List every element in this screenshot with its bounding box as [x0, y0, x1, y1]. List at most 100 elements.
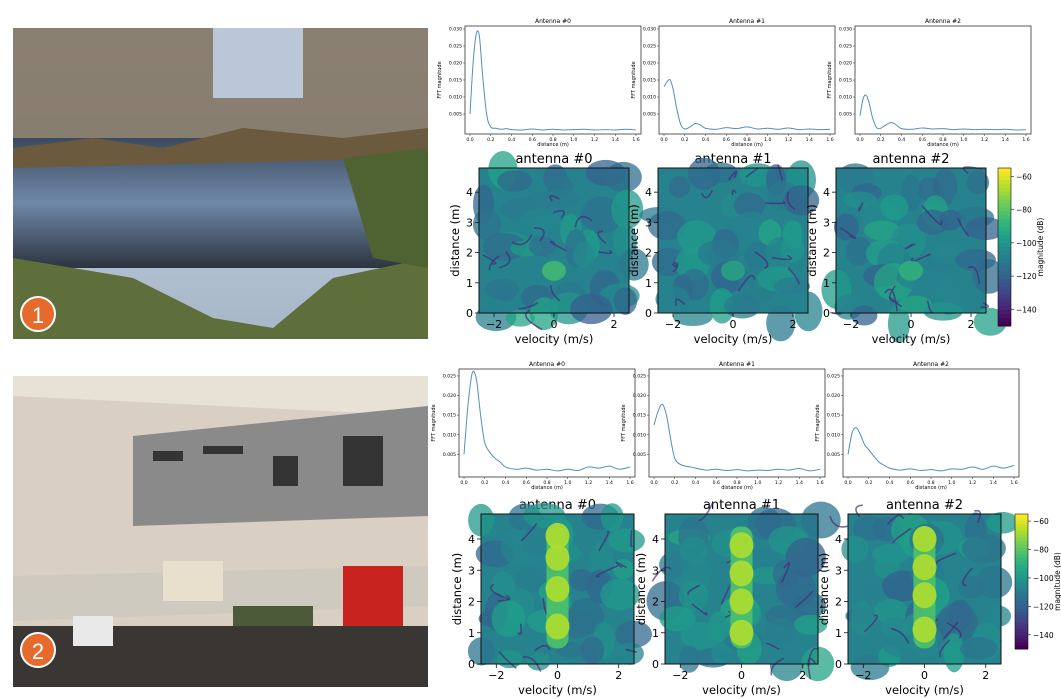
colorbar-segment — [1015, 547, 1028, 552]
heatmap-panel-0-target-peak-2 — [545, 544, 570, 571]
fft-panel-1-ytick-label-0: 0.005 — [643, 112, 656, 118]
heatmap-panel-2-ytick-label-0: 0 — [823, 307, 830, 320]
colorbar-segment — [998, 199, 1011, 205]
heatmap-panel-2-xlabel: velocity (m/s) — [885, 683, 964, 697]
fft-panel-0-xtick-label-2: 0.4 — [502, 480, 509, 486]
heatmap-panel-1-cell — [678, 645, 700, 673]
fft-panel-2-xlabel: distance (m) — [915, 485, 947, 491]
colorbar-segment — [1015, 541, 1028, 545]
colorbar-segment — [998, 250, 1011, 256]
heatmap-panel-0: antenna #0 −2 0 2 0 1 2 3 4 velocity (m/s) distanc… — [448, 150, 649, 346]
fft-panel-2-ytick-label-4: 0.025 — [827, 373, 840, 379]
colorbar-segment — [998, 231, 1011, 236]
colorbar-segment — [1015, 605, 1028, 609]
scene-1-badge: 1 — [20, 296, 56, 332]
heatmap-panel-2-ytick-label-1: 1 — [823, 277, 830, 290]
fft-panel-1-ytick-label-3: 0.020 — [633, 393, 646, 399]
colorbar-segment — [1015, 642, 1028, 647]
fft-panel-1-xtick-label-0: 0.0 — [660, 137, 667, 143]
heatmap-panel-1-cell — [711, 643, 732, 665]
fft-panel-0-ylabel: FFT magnitude — [437, 61, 443, 98]
fft-panel-0-frame — [464, 25, 642, 135]
heatmap-panel-2-cell — [972, 259, 1006, 294]
heatmap-panel-2-cell — [975, 566, 1013, 599]
colorbar-segment — [998, 286, 1011, 291]
colorbar-segment — [998, 223, 1011, 228]
heatmap-panel-2-ytick-label-4: 4 — [835, 533, 842, 546]
fft-figure-scene-1: Antenna #0 0.0 0.2 0.4 0.6 0.8 1.0 1.2 1.4 1.6 0.0… — [437, 14, 1043, 154]
colorbar-segment — [998, 314, 1011, 319]
heatmap-panel-2-xtick-label-2: 2 — [982, 669, 989, 682]
heatmap-panel-2-null-line — [921, 205, 943, 226]
fft-panel-0-xtick-label-8: 1.6 — [632, 137, 639, 143]
colorbar-segment — [998, 243, 1011, 248]
heatmap-panel-1-null-line — [672, 261, 678, 273]
fft-panel-2-xtick-label-8: 1.6 — [1022, 137, 1029, 143]
heatmap-panel-0-xtick-label-0: −2 — [488, 669, 504, 682]
heatmap-panel-1-ytick-label-4: 4 — [652, 533, 659, 546]
heatmap-panel-1-null-line — [765, 642, 780, 651]
heatmap-panel-0-ytick-label-2: 2 — [466, 247, 473, 260]
heatmap-panel-0-cell — [475, 303, 517, 332]
heatmap-figure-scene-2: antenna #0 −2 0 2 0 1 2 3 4 velocity (m/s) distanc… — [443, 494, 1061, 698]
heatmap-panel-2-null-line — [967, 266, 981, 285]
fft-panel-2-ytick-label-5: 0.030 — [839, 27, 852, 33]
fft-panel-2-xtick-label-6: 1.2 — [981, 137, 988, 143]
heatmap-panel-0-ytick-label-1: 1 — [468, 627, 475, 640]
colorbar-segment — [998, 175, 1011, 181]
heatmap-panel-1-ytick-label-0: 0 — [652, 658, 659, 671]
colorbar-segment — [998, 195, 1011, 201]
colorbar-segment — [998, 290, 1011, 295]
heatmap-panel-2-null-line — [942, 621, 959, 640]
heatmap-panel-2-null-line — [890, 627, 910, 644]
heatmap-panel-2-cell — [984, 605, 1012, 627]
colorbar-segment — [998, 191, 1011, 197]
heatmap-panel-0-null-line — [517, 623, 523, 635]
fft-panel-0-xtick-label-7: 1.4 — [606, 480, 613, 486]
heatmap-panel-2-cell — [845, 236, 872, 266]
colorbar-tick-label-0: −60 — [1016, 172, 1032, 181]
heatmap-panel-1-xtick-label-2: 2 — [799, 669, 806, 682]
heatmap-panel-1-xlabel: velocity (m/s) — [702, 683, 781, 697]
heatmap-panel-1-null-line — [691, 603, 708, 616]
fft-panel-2-ytick-label-1: 0.010 — [839, 95, 852, 101]
heatmap-panel-2-null-line — [926, 300, 934, 314]
heatmap-panel-2-cell — [881, 617, 909, 637]
heatmap-panel-1-xtick-label-0: −2 — [672, 669, 688, 682]
heatmap-panel-1-cell — [659, 606, 696, 632]
colorbar-segment — [998, 183, 1011, 189]
fft-panel-1-series-line — [663, 79, 831, 131]
colorbar-segment — [1015, 544, 1028, 549]
fft-panel-0-frame — [458, 368, 636, 478]
colorbar-segment — [1015, 520, 1028, 525]
heatmap-panel-2-null-line — [935, 552, 957, 565]
fft-panel-0-xtick-label-2: 0.4 — [508, 137, 515, 143]
heatmap-panel-2-cell — [966, 170, 990, 195]
colorbar-segment — [998, 187, 1011, 193]
colorbar-segment — [1015, 568, 1028, 572]
colorbar-segment — [1015, 561, 1028, 566]
colorbar-segment — [998, 211, 1011, 216]
workshop-photo — [13, 376, 428, 687]
heatmap-panel-1-cell — [744, 242, 772, 271]
fft-panel-2-title: Antenna #2 — [913, 361, 949, 368]
heatmap-panel-2-null-line — [939, 639, 951, 658]
heatmap-colorbar: −60 −80 −100 −120 −140 magnitude (dB) — [1014, 513, 1061, 650]
heatmap-panel-0-target-peak-0 — [545, 613, 570, 640]
heatmap-panel-0-null-line — [522, 656, 542, 672]
fft-panel-2-series-line — [859, 94, 1027, 131]
heatmap-panel-0-xtick-label-2: 2 — [615, 669, 622, 682]
heatmap-panel-0-ytick-label-3: 3 — [466, 216, 473, 229]
heatmap-panel-2-null-line — [855, 504, 863, 518]
fft-panel-0-ytick-label-3: 0.020 — [449, 61, 462, 67]
fft-panel-0-xtick-label-6: 1.2 — [591, 137, 598, 143]
colorbar-segment — [998, 215, 1011, 220]
fft-panel-2-xtick-label-4: 0.8 — [927, 480, 934, 486]
fft-panel-0-xtick-label-3: 0.6 — [529, 137, 536, 143]
heatmap-panel-2-cell — [874, 598, 908, 624]
heatmap-panel-2-cell — [923, 302, 963, 321]
heatmap-panel-0-cell — [600, 578, 640, 611]
heatmap-panel-0-null-line — [490, 583, 511, 601]
fft-panel-2-ytick-label-2: 0.015 — [839, 78, 852, 84]
colorbar-segment — [998, 203, 1011, 208]
